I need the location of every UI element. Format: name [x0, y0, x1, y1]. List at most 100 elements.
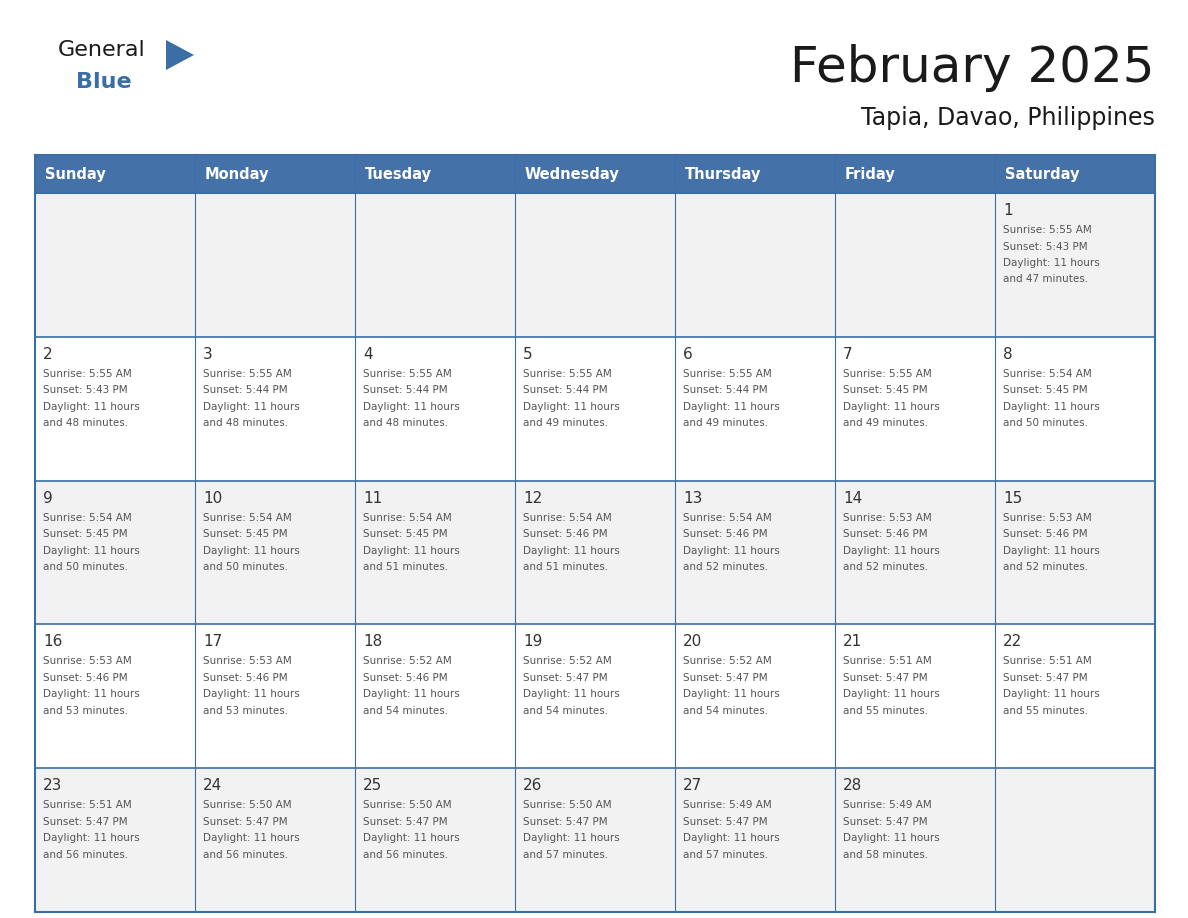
- Text: Sunset: 5:45 PM: Sunset: 5:45 PM: [1003, 386, 1088, 396]
- Text: Daylight: 11 hours: Daylight: 11 hours: [523, 834, 620, 844]
- Text: Sunrise: 5:49 AM: Sunrise: 5:49 AM: [683, 800, 772, 811]
- Text: Sunrise: 5:55 AM: Sunrise: 5:55 AM: [203, 369, 292, 379]
- Text: 18: 18: [364, 634, 383, 649]
- Text: 26: 26: [523, 778, 543, 793]
- Bar: [355, 155, 516, 193]
- Text: Daylight: 11 hours: Daylight: 11 hours: [683, 545, 779, 555]
- Text: Daylight: 11 hours: Daylight: 11 hours: [364, 834, 460, 844]
- Text: Sunset: 5:43 PM: Sunset: 5:43 PM: [1003, 241, 1088, 252]
- Bar: [355, 768, 516, 912]
- Text: Sunset: 5:47 PM: Sunset: 5:47 PM: [43, 817, 127, 827]
- Bar: [34, 337, 195, 481]
- Text: Sunset: 5:45 PM: Sunset: 5:45 PM: [364, 529, 448, 539]
- Text: and 54 minutes.: and 54 minutes.: [523, 706, 608, 716]
- Text: 14: 14: [843, 490, 862, 506]
- Text: and 49 minutes.: and 49 minutes.: [843, 419, 928, 429]
- Text: 19: 19: [523, 634, 543, 649]
- Text: and 50 minutes.: and 50 minutes.: [203, 562, 287, 572]
- Text: Monday: Monday: [206, 166, 270, 182]
- Text: and 56 minutes.: and 56 minutes.: [203, 850, 289, 859]
- Text: 25: 25: [364, 778, 383, 793]
- Text: Daylight: 11 hours: Daylight: 11 hours: [203, 689, 299, 700]
- Text: and 48 minutes.: and 48 minutes.: [203, 419, 289, 429]
- Text: 16: 16: [43, 634, 63, 649]
- Text: Sunset: 5:47 PM: Sunset: 5:47 PM: [523, 817, 607, 827]
- Text: Sunday: Sunday: [45, 166, 106, 182]
- Text: Sunset: 5:43 PM: Sunset: 5:43 PM: [43, 386, 127, 396]
- Bar: [996, 337, 1155, 481]
- Text: Daylight: 11 hours: Daylight: 11 hours: [523, 402, 620, 412]
- Text: Sunrise: 5:50 AM: Sunrise: 5:50 AM: [364, 800, 451, 811]
- Bar: [675, 768, 835, 912]
- Text: Daylight: 11 hours: Daylight: 11 hours: [843, 545, 940, 555]
- Text: Daylight: 11 hours: Daylight: 11 hours: [1003, 545, 1100, 555]
- Text: Sunrise: 5:51 AM: Sunrise: 5:51 AM: [43, 800, 132, 811]
- Bar: [996, 624, 1155, 768]
- Bar: [675, 193, 835, 337]
- Bar: [34, 193, 195, 337]
- Text: Sunrise: 5:50 AM: Sunrise: 5:50 AM: [523, 800, 612, 811]
- Bar: [835, 768, 996, 912]
- Text: 2: 2: [43, 347, 52, 362]
- Bar: [516, 337, 675, 481]
- Text: 1: 1: [1003, 203, 1012, 218]
- Bar: [355, 481, 516, 624]
- Bar: [195, 481, 355, 624]
- Text: 7: 7: [843, 347, 853, 362]
- Text: Daylight: 11 hours: Daylight: 11 hours: [364, 545, 460, 555]
- Text: Sunrise: 5:53 AM: Sunrise: 5:53 AM: [1003, 512, 1092, 522]
- Text: and 53 minutes.: and 53 minutes.: [203, 706, 289, 716]
- Text: Daylight: 11 hours: Daylight: 11 hours: [364, 402, 460, 412]
- Text: Tapia, Davao, Philippines: Tapia, Davao, Philippines: [861, 106, 1155, 130]
- Text: and 52 minutes.: and 52 minutes.: [683, 562, 769, 572]
- Text: and 52 minutes.: and 52 minutes.: [843, 562, 928, 572]
- Text: and 55 minutes.: and 55 minutes.: [1003, 706, 1088, 716]
- Text: Daylight: 11 hours: Daylight: 11 hours: [683, 402, 779, 412]
- Text: Sunrise: 5:54 AM: Sunrise: 5:54 AM: [203, 512, 292, 522]
- Text: 3: 3: [203, 347, 213, 362]
- Text: Daylight: 11 hours: Daylight: 11 hours: [43, 689, 140, 700]
- Text: Sunset: 5:45 PM: Sunset: 5:45 PM: [203, 529, 287, 539]
- Text: Sunrise: 5:55 AM: Sunrise: 5:55 AM: [683, 369, 772, 379]
- Text: and 57 minutes.: and 57 minutes.: [683, 850, 769, 859]
- Text: Sunset: 5:46 PM: Sunset: 5:46 PM: [203, 673, 287, 683]
- Text: General: General: [58, 40, 146, 60]
- Text: 5: 5: [523, 347, 532, 362]
- Text: Sunrise: 5:54 AM: Sunrise: 5:54 AM: [43, 512, 132, 522]
- Text: Friday: Friday: [845, 166, 896, 182]
- Text: 20: 20: [683, 634, 702, 649]
- Text: 13: 13: [683, 490, 702, 506]
- Text: Tuesday: Tuesday: [365, 166, 432, 182]
- Text: Daylight: 11 hours: Daylight: 11 hours: [1003, 689, 1100, 700]
- Text: Sunrise: 5:53 AM: Sunrise: 5:53 AM: [843, 512, 931, 522]
- Text: 22: 22: [1003, 634, 1022, 649]
- Bar: [835, 481, 996, 624]
- Text: and 56 minutes.: and 56 minutes.: [43, 850, 128, 859]
- Text: Sunset: 5:47 PM: Sunset: 5:47 PM: [364, 817, 448, 827]
- Text: Sunrise: 5:53 AM: Sunrise: 5:53 AM: [203, 656, 292, 666]
- Text: Daylight: 11 hours: Daylight: 11 hours: [1003, 258, 1100, 268]
- Text: Sunset: 5:47 PM: Sunset: 5:47 PM: [523, 673, 607, 683]
- Text: Sunset: 5:46 PM: Sunset: 5:46 PM: [523, 529, 607, 539]
- Text: and 53 minutes.: and 53 minutes.: [43, 706, 128, 716]
- Bar: [516, 193, 675, 337]
- Text: Sunrise: 5:55 AM: Sunrise: 5:55 AM: [43, 369, 132, 379]
- Text: Sunset: 5:46 PM: Sunset: 5:46 PM: [1003, 529, 1088, 539]
- Text: and 48 minutes.: and 48 minutes.: [364, 419, 448, 429]
- Text: and 52 minutes.: and 52 minutes.: [1003, 562, 1088, 572]
- Bar: [355, 193, 516, 337]
- Text: Sunrise: 5:55 AM: Sunrise: 5:55 AM: [1003, 225, 1092, 235]
- Text: 28: 28: [843, 778, 862, 793]
- Text: Sunrise: 5:54 AM: Sunrise: 5:54 AM: [683, 512, 772, 522]
- Text: and 55 minutes.: and 55 minutes.: [843, 706, 928, 716]
- Text: Sunset: 5:47 PM: Sunset: 5:47 PM: [843, 817, 928, 827]
- Text: 15: 15: [1003, 490, 1022, 506]
- Text: Sunrise: 5:52 AM: Sunrise: 5:52 AM: [683, 656, 772, 666]
- Text: and 49 minutes.: and 49 minutes.: [683, 419, 769, 429]
- Text: Sunset: 5:44 PM: Sunset: 5:44 PM: [683, 386, 767, 396]
- Text: Sunrise: 5:49 AM: Sunrise: 5:49 AM: [843, 800, 931, 811]
- Bar: [34, 481, 195, 624]
- Bar: [675, 337, 835, 481]
- Bar: [996, 768, 1155, 912]
- Text: Sunset: 5:47 PM: Sunset: 5:47 PM: [843, 673, 928, 683]
